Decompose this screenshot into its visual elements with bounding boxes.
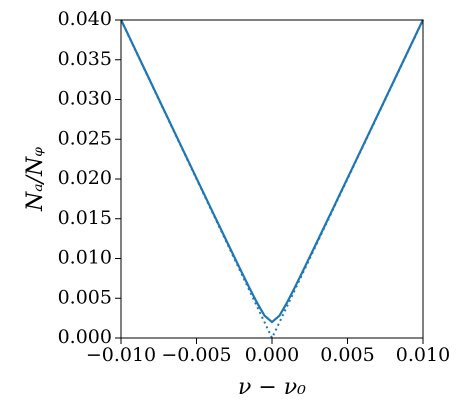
line-series bbox=[120, 19, 424, 324]
line-series bbox=[120, 19, 424, 341]
x-tick-label: −0.005 bbox=[161, 344, 231, 366]
x-tick-label: 0.005 bbox=[320, 344, 374, 366]
y-tick-label: 0.020 bbox=[58, 167, 112, 189]
x-tick-label: 0.010 bbox=[396, 344, 450, 366]
y-axis-label: Nₐ/Nᵩ bbox=[23, 147, 48, 212]
y-tick-label: 0.030 bbox=[58, 88, 112, 110]
y-tick-label: 0.005 bbox=[58, 286, 112, 308]
y-tick-label: 0.000 bbox=[58, 326, 112, 348]
y-tick-label: 0.015 bbox=[58, 207, 112, 229]
plot-frame bbox=[120, 19, 424, 339]
y-tick-label: 0.035 bbox=[58, 48, 112, 70]
x-tick-label: 0.000 bbox=[245, 344, 299, 366]
y-tick-label: 0.040 bbox=[58, 8, 112, 30]
y-tick-label: 0.025 bbox=[58, 127, 112, 149]
x-axis-label: ν − ν₀ bbox=[238, 375, 306, 400]
y-tick-label: 0.010 bbox=[58, 247, 112, 269]
x-tick-label: −0.010 bbox=[86, 344, 156, 366]
